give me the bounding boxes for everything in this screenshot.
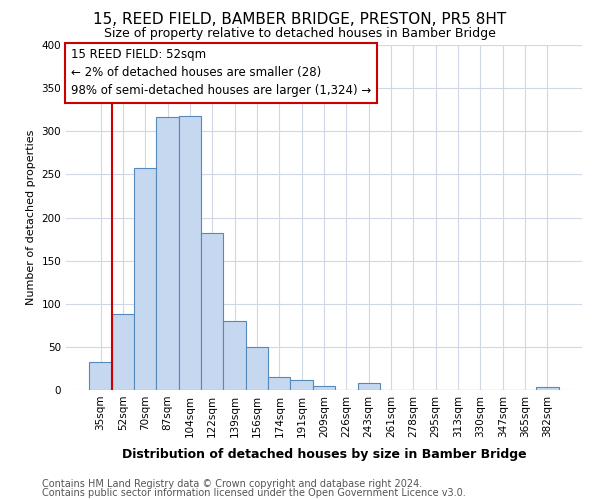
Bar — [157, 116, 179, 390]
Bar — [358, 383, 380, 390]
Bar — [246, 347, 268, 390]
Bar — [134, 168, 157, 390]
Text: 15, REED FIELD, BAMBER BRIDGE, PRESTON, PR5 8HT: 15, REED FIELD, BAMBER BRIDGE, PRESTON, … — [94, 12, 506, 28]
Text: Contains public sector information licensed under the Open Government Licence v3: Contains public sector information licen… — [42, 488, 466, 498]
Bar — [536, 388, 559, 390]
Text: 15 REED FIELD: 52sqm
← 2% of detached houses are smaller (28)
98% of semi-detach: 15 REED FIELD: 52sqm ← 2% of detached ho… — [71, 48, 371, 98]
Text: Contains HM Land Registry data © Crown copyright and database right 2024.: Contains HM Land Registry data © Crown c… — [42, 479, 422, 489]
Bar — [112, 314, 134, 390]
Text: Size of property relative to detached houses in Bamber Bridge: Size of property relative to detached ho… — [104, 28, 496, 40]
Bar — [313, 386, 335, 390]
Bar — [268, 377, 290, 390]
Bar — [223, 321, 246, 390]
X-axis label: Distribution of detached houses by size in Bamber Bridge: Distribution of detached houses by size … — [122, 448, 526, 461]
Bar — [179, 116, 201, 390]
Bar — [89, 362, 112, 390]
Bar — [201, 233, 223, 390]
Y-axis label: Number of detached properties: Number of detached properties — [26, 130, 36, 305]
Bar — [290, 380, 313, 390]
